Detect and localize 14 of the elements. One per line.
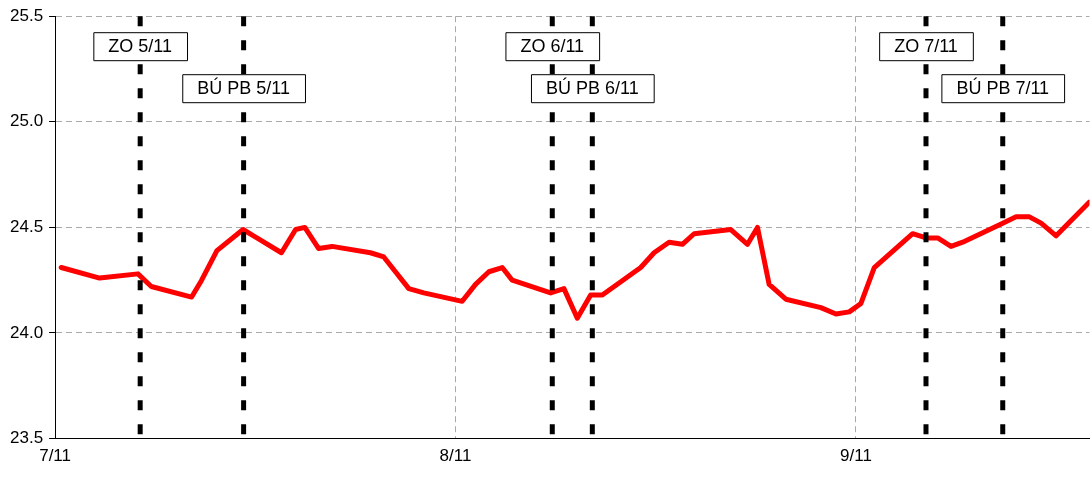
y-tick-label: 24.5 [9,217,44,237]
y-tick-label: 23.5 [9,428,44,448]
y-tick-label: 25.5 [9,5,44,25]
x-tick-label: 9/11 [840,446,872,466]
ref-line-label: BÚ PB 6/11 [545,77,639,99]
y-tick-label: 24.0 [9,322,44,342]
ref-line-label: ZO 6/11 [520,36,585,57]
ref-line-label: BÚ PB 5/11 [197,77,290,99]
ref-line-label: ZO 7/11 [894,36,958,57]
ref-line-label: BÚ PB 7/11 [956,77,1050,99]
y-tick-label: 25.0 [9,111,44,131]
x-tick-label: 8/11 [439,446,472,466]
x-tick-label: 7/11 [39,446,71,466]
ref-line-label: ZO 5/11 [108,36,173,57]
